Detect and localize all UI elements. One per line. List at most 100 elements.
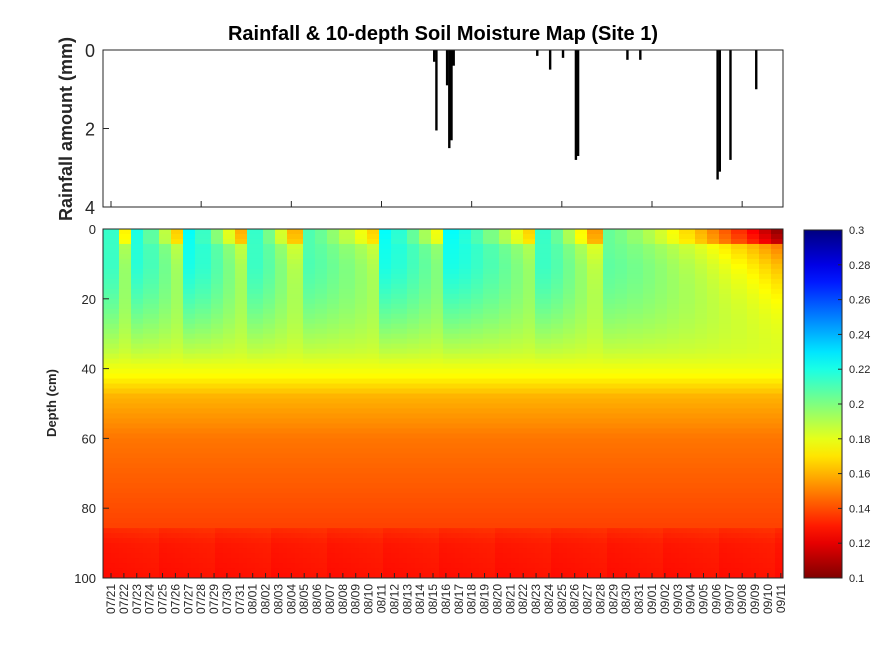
- heatmap-cell: [315, 548, 320, 554]
- heatmap-cell: [115, 538, 120, 544]
- heatmap-cell: [183, 254, 188, 260]
- heatmap-cell: [327, 354, 332, 360]
- heatmap-cell: [295, 463, 300, 469]
- heatmap-cell: [191, 433, 196, 439]
- heatmap-cell: [283, 304, 288, 310]
- heatmap-cell: [267, 354, 272, 360]
- heatmap-cell: [119, 563, 124, 569]
- heatmap-cell: [303, 279, 308, 285]
- heatmap-cell: [255, 503, 260, 509]
- heatmap-cell: [239, 254, 244, 260]
- heatmap-cell: [183, 423, 188, 429]
- heatmap-cell: [287, 433, 292, 439]
- heatmap-cell: [323, 533, 328, 539]
- heatmap-cell: [191, 379, 196, 385]
- heatmap-cell: [231, 349, 236, 355]
- heatmap-cell: [155, 418, 160, 424]
- heatmap-cell: [107, 339, 112, 345]
- heatmap-cell: [203, 468, 208, 474]
- heatmap-cell: [231, 319, 236, 325]
- heatmap-cell: [287, 389, 292, 395]
- heatmap-cell: [299, 309, 304, 315]
- heatmap-cell: [115, 548, 120, 554]
- heatmap-cell: [139, 478, 144, 484]
- heatmap-cell: [319, 299, 324, 305]
- heatmap-cell: [251, 354, 256, 360]
- heatmap-cell: [323, 463, 328, 469]
- heatmap-cell: [199, 379, 204, 385]
- heatmap-cell: [231, 423, 236, 429]
- heatmap-cell: [111, 548, 116, 554]
- heatmap-cell: [371, 269, 376, 275]
- heatmap-cell: [339, 428, 344, 434]
- heatmap-cell: [383, 284, 388, 290]
- heatmap-cell: [295, 558, 300, 564]
- heatmap-cell: [175, 528, 180, 534]
- heatmap-cell: [227, 259, 232, 265]
- heatmap-cell: [355, 568, 360, 574]
- heatmap-cell: [239, 319, 244, 325]
- heatmap-cell: [175, 304, 180, 310]
- heatmap-cell: [315, 453, 320, 459]
- heatmap-cell: [231, 389, 236, 395]
- heatmap-cell: [351, 423, 356, 429]
- heatmap-cell: [351, 468, 356, 474]
- heatmap-cell: [143, 364, 148, 370]
- heatmap-cell: [263, 453, 268, 459]
- heatmap-cell: [131, 359, 136, 365]
- heatmap-cell: [383, 428, 388, 434]
- heatmap-cell: [111, 473, 116, 479]
- heatmap-cell: [351, 533, 356, 539]
- heatmap-cell: [335, 413, 340, 419]
- heatmap-cell: [331, 538, 336, 544]
- heatmap-cell: [107, 384, 112, 390]
- heatmap-cell: [227, 309, 232, 315]
- heatmap-cell: [227, 399, 232, 405]
- heatmap-cell: [103, 493, 108, 499]
- heatmap-cell: [107, 528, 112, 534]
- heatmap-cell: [347, 433, 352, 439]
- heatmap-cell: [299, 433, 304, 439]
- heatmap-cell: [343, 543, 348, 549]
- heatmap-cell: [251, 488, 256, 494]
- heatmap-cell: [139, 453, 144, 459]
- heatmap-cell: [235, 404, 240, 410]
- heatmap-cell: [107, 408, 112, 414]
- heatmap-cell: [211, 259, 216, 265]
- heatmap-cell: [103, 374, 108, 380]
- heatmap-cell: [327, 458, 332, 464]
- heatmap-cell: [195, 229, 200, 235]
- heatmap-cell: [315, 448, 320, 454]
- heatmap-cell: [339, 369, 344, 375]
- heatmap-cell: [195, 384, 200, 390]
- heatmap-cell: [351, 239, 356, 245]
- heatmap-cell: [175, 259, 180, 265]
- heatmap-cell: [351, 349, 356, 355]
- heatmap-cell: [143, 239, 148, 245]
- heatmap-cell: [111, 389, 116, 395]
- heatmap-cell: [115, 284, 120, 290]
- heatmap-cell: [119, 558, 124, 564]
- heatmap-cell: [367, 413, 372, 419]
- heatmap-cell: [347, 319, 352, 325]
- heatmap-cell: [251, 259, 256, 265]
- heatmap-cell: [331, 458, 336, 464]
- heatmap-cell: [243, 309, 248, 315]
- heatmap-cell: [199, 498, 204, 504]
- heatmap-cell: [299, 493, 304, 499]
- heatmap-cell: [307, 334, 312, 340]
- heatmap-cell: [283, 309, 288, 315]
- heatmap-cell: [235, 279, 240, 285]
- heatmap-cell: [127, 324, 132, 330]
- heatmap-cell: [247, 329, 252, 335]
- heatmap-cell: [295, 294, 300, 300]
- heatmap-cell: [363, 473, 368, 479]
- heatmap-cell: [367, 229, 372, 235]
- heatmap-cell: [303, 354, 308, 360]
- heatmap-cell: [367, 533, 372, 539]
- heatmap-cell: [247, 488, 252, 494]
- heatmap-cell: [375, 289, 380, 295]
- heatmap-cell: [291, 538, 296, 544]
- heatmap-cell: [223, 528, 228, 534]
- heatmap-cell: [147, 468, 152, 474]
